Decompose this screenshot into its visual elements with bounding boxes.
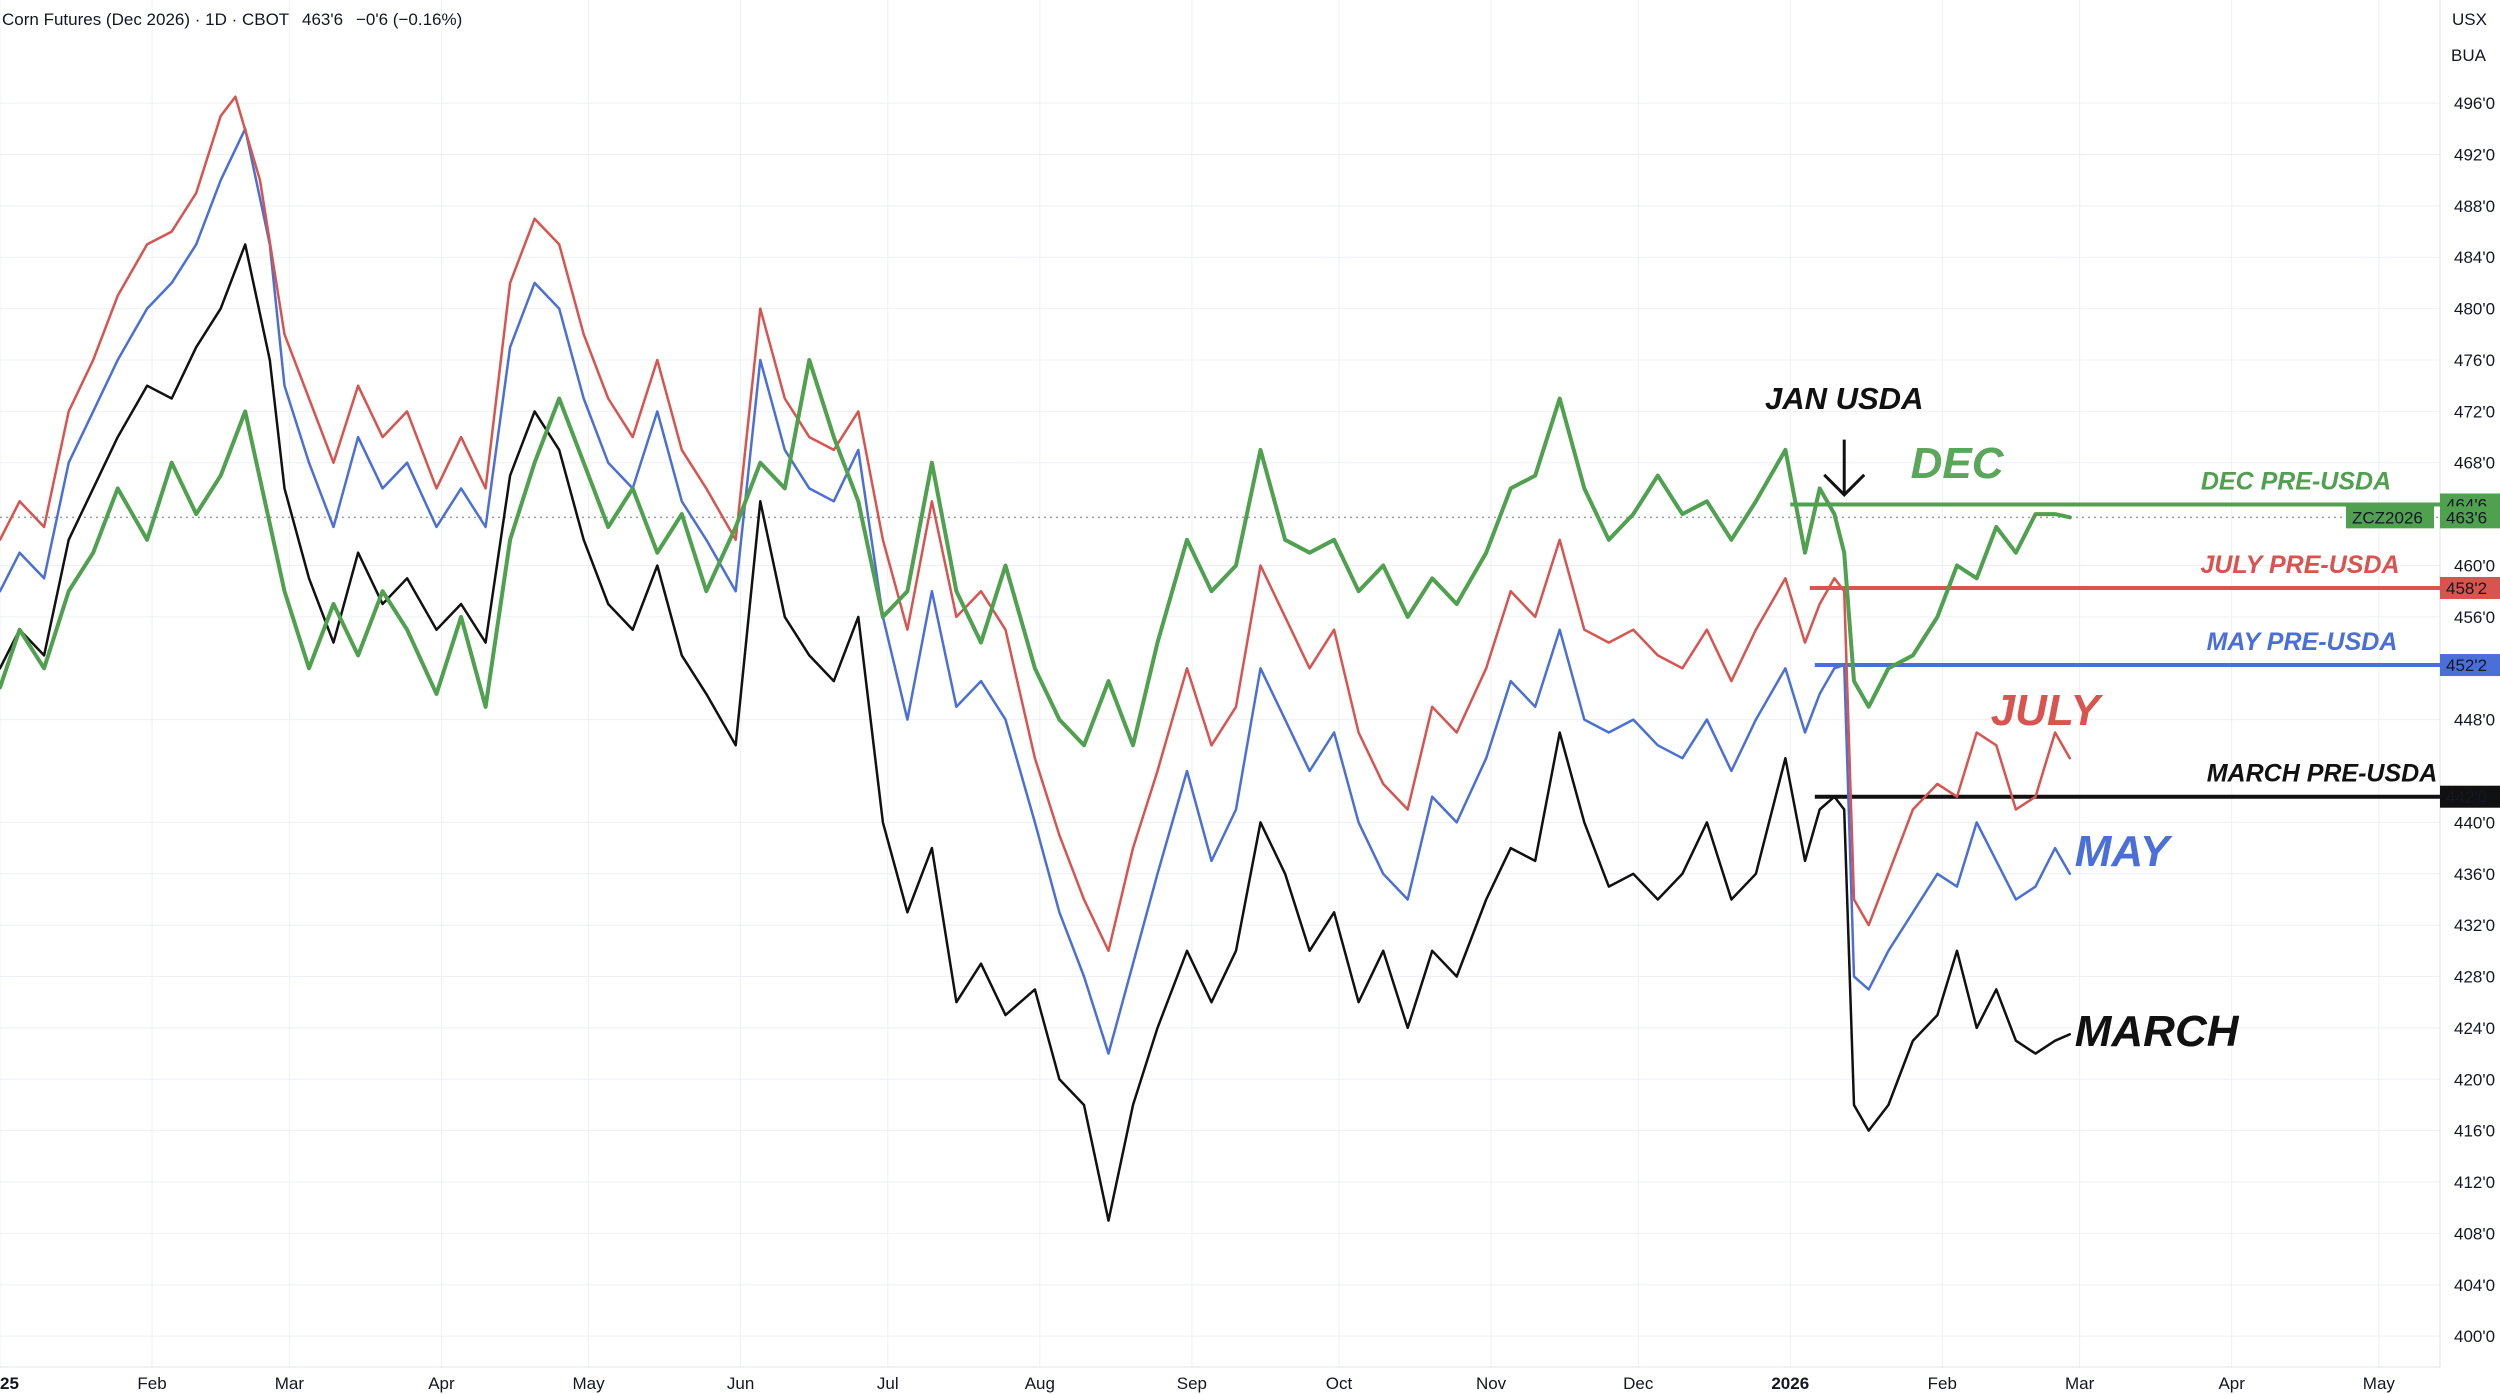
july-price-tag-bg bbox=[2440, 576, 2500, 599]
currency-label[interactable]: USX bbox=[2452, 10, 2487, 29]
y-tick-label: 400'0 bbox=[2454, 1327, 2495, 1346]
march-price-tag-bg bbox=[2440, 785, 2500, 808]
x-tick-label: Apr bbox=[428, 1374, 455, 1393]
x-tick-label: Apr bbox=[2218, 1374, 2245, 1393]
x-tick-label: Mar bbox=[2065, 1374, 2095, 1393]
y-tick-label: 420'0 bbox=[2454, 1070, 2495, 1089]
march-series-line bbox=[0, 243, 2072, 1222]
march-pre-usda-label: MARCH PRE-USDA bbox=[2207, 760, 2438, 788]
y-tick-label: 432'0 bbox=[2454, 916, 2495, 935]
may-price-tag: 452'2 bbox=[2446, 656, 2487, 675]
dec-annotation: DEC bbox=[1911, 439, 2005, 488]
symbol-tag-bg bbox=[2346, 506, 2434, 529]
jan-usda-annotation: JAN USDA bbox=[1765, 381, 1923, 416]
symbol-tag: ZCZ2026 bbox=[2352, 508, 2423, 527]
may-annotation: MAY bbox=[2075, 827, 2173, 876]
y-tick-label: 484'0 bbox=[2454, 248, 2495, 267]
chart-header: Corn Futures (Dec 2026) · 1D · CBOT 463'… bbox=[2, 10, 462, 29]
y-tick-label: 472'0 bbox=[2454, 402, 2495, 421]
y-tick-label: 408'0 bbox=[2454, 1224, 2495, 1243]
x-tick-label: Aug bbox=[1025, 1374, 1055, 1393]
july-series-line bbox=[0, 95, 2072, 953]
y-tick-label: 456'0 bbox=[2454, 608, 2495, 627]
y-tick-label: 496'0 bbox=[2454, 94, 2495, 113]
x-tick-label: 2025 bbox=[0, 1374, 19, 1393]
time-axis[interactable]: 2025 Feb Mar Apr May Jun Jul Aug Sep Oct Nov Dec 202… bbox=[0, 1374, 2395, 1393]
x-tick-label: Jul bbox=[877, 1374, 899, 1393]
x-tick-label: Sep bbox=[1177, 1374, 1207, 1393]
x-tick-label: Mar bbox=[275, 1374, 305, 1393]
july-price-tag: 458'2 bbox=[2446, 579, 2487, 598]
march-price-tag: 442'0 bbox=[2446, 788, 2487, 807]
y-tick-label: 424'0 bbox=[2454, 1019, 2495, 1038]
dec-series-line bbox=[0, 358, 2072, 748]
symbol-title[interactable]: Corn Futures (Dec 2026) · 1D · CBOT bbox=[2, 10, 289, 29]
may-series-line bbox=[0, 127, 2072, 1055]
x-tick-label: 2026 bbox=[1771, 1374, 1809, 1393]
last-price-tag: 463'6 bbox=[2446, 508, 2487, 527]
header-change: −0'6 (−0.16%) bbox=[356, 10, 462, 29]
y-tick-label: 476'0 bbox=[2454, 351, 2495, 370]
x-tick-label: May bbox=[573, 1374, 606, 1393]
y-tick-label: 428'0 bbox=[2454, 968, 2495, 987]
grid bbox=[0, 0, 2441, 1368]
header-price: 463'6 bbox=[302, 10, 343, 29]
y-tick-label: 448'0 bbox=[2454, 711, 2495, 730]
last-price-tag-bg bbox=[2440, 506, 2500, 529]
x-tick-label: Feb bbox=[137, 1374, 166, 1393]
march-annotation: MARCH bbox=[2075, 1007, 2240, 1056]
y-tick-label: 488'0 bbox=[2454, 197, 2495, 216]
may-price-tag-bg bbox=[2440, 654, 2500, 677]
unit-label[interactable]: BUA bbox=[2451, 46, 2487, 65]
series-lines bbox=[0, 95, 2072, 1222]
x-tick-label: Oct bbox=[1326, 1374, 1353, 1393]
july-annotation: JULY bbox=[1991, 686, 2104, 735]
x-tick-label: May bbox=[2363, 1374, 2396, 1393]
dec-pre-usda-label: DEC PRE-USDA bbox=[2201, 467, 2391, 495]
y-tick-label: 416'0 bbox=[2454, 1122, 2495, 1141]
usda-arrow-head-icon bbox=[1823, 473, 1866, 497]
y-tick-label: 404'0 bbox=[2454, 1276, 2495, 1295]
x-tick-label: Jun bbox=[727, 1374, 754, 1393]
annotations: JAN USDA DEC JULY MAY MARCH bbox=[1765, 381, 2240, 1056]
y-tick-label: 436'0 bbox=[2454, 865, 2495, 884]
y-tick-label: 492'0 bbox=[2454, 145, 2495, 164]
x-tick-label: Feb bbox=[1928, 1374, 1957, 1393]
may-pre-usda-label: MAY PRE-USDA bbox=[2207, 628, 2398, 656]
y-tick-label: 480'0 bbox=[2454, 300, 2495, 319]
x-tick-label: Dec bbox=[1623, 1374, 1654, 1393]
axis-units: USX BUA bbox=[2451, 10, 2487, 65]
y-tick-label: 460'0 bbox=[2454, 557, 2495, 576]
price-axis[interactable]: 400'0 404'0 408'0 412'0 416'0 420'0 424'0 428'0… bbox=[2454, 94, 2495, 1346]
y-tick-label: 468'0 bbox=[2454, 454, 2495, 473]
x-tick-label: Nov bbox=[1476, 1374, 1507, 1393]
july-pre-usda-label: JULY PRE-USDA bbox=[2200, 551, 2399, 579]
y-tick-label: 412'0 bbox=[2454, 1173, 2495, 1192]
pre-usda-lines: DEC PRE-USDA JULY PRE-USDA MAY PRE-USDA MAR… bbox=[1790, 467, 2440, 799]
y-tick-label: 440'0 bbox=[2454, 813, 2495, 832]
